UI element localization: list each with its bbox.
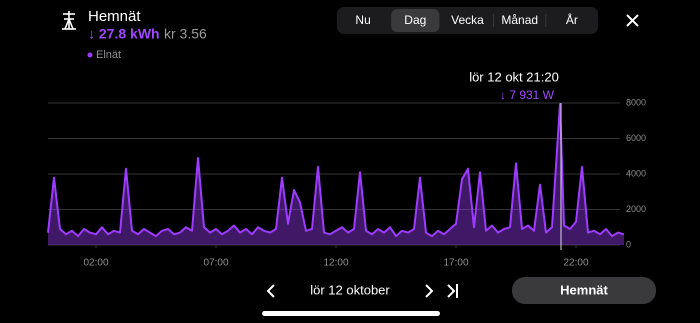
tabs: Nu Dag Vecka Månad År: [355, 9, 578, 32]
grid-icon: [62, 11, 76, 30]
footer-button-label[interactable]: Hemnät: [560, 282, 608, 297]
prev-button[interactable]: [266, 284, 275, 298]
line: [47, 103, 625, 238]
next-button[interactable]: [425, 284, 434, 298]
home-indicator: [262, 311, 440, 316]
legend-dot: [87, 52, 93, 58]
last-button[interactable]: [447, 284, 458, 298]
tab[interactable]: Vecka: [451, 13, 484, 27]
y-tick-label: 6000: [626, 133, 646, 143]
header-energy: ↓ 27.8 kWh: [88, 26, 160, 42]
y-tick-label: 4000: [626, 168, 646, 178]
tab-selected: [391, 9, 440, 32]
x-tick-label: 07:00: [203, 258, 228, 269]
header-cost: kr 3.56: [164, 26, 207, 42]
x-tick-label: 12:00: [323, 258, 348, 269]
close-button[interactable]: [626, 14, 639, 27]
plot: 0 2000 4000 6000 8000 02:00 07:00 12:00 17:00 22:…: [47, 97, 646, 269]
tooltip-time: lör 12 okt 21:20: [469, 69, 559, 84]
header-title: Hemnät: [88, 8, 141, 25]
tooltip-value: ↓ 7 931 W: [500, 88, 555, 102]
legend-label: Elnät: [96, 49, 121, 61]
area: [48, 104, 624, 245]
x-tick-label: 22:00: [563, 258, 588, 269]
y-tick-label: 0: [626, 239, 631, 249]
tab[interactable]: År: [566, 12, 578, 27]
footer-date: lör 12 oktober: [310, 282, 390, 297]
tab[interactable]: Nu: [355, 13, 370, 27]
y-tick-label: 2000: [626, 204, 646, 214]
x-tick-label: 17:00: [443, 258, 468, 269]
footer-button[interactable]: [512, 277, 656, 304]
y-tick-label: 8000: [626, 97, 646, 107]
tab[interactable]: Dag: [404, 13, 426, 27]
x-tick-label: 02:00: [83, 258, 108, 269]
tab[interactable]: Månad: [501, 13, 538, 27]
